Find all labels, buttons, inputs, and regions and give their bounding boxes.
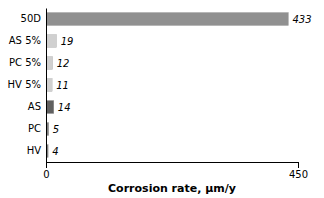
data-label: 19 xyxy=(61,36,74,47)
data-label: 12 xyxy=(57,58,70,69)
tick-label: 450 xyxy=(289,169,308,180)
tick-mark xyxy=(46,162,47,168)
tick: AS 5% xyxy=(9,35,41,46)
data-label: 5 xyxy=(53,124,59,135)
tick: HV xyxy=(27,145,42,156)
bar xyxy=(46,56,53,69)
tick: 50D xyxy=(21,13,42,24)
bar xyxy=(46,100,54,113)
category-axis: 50D AS 5% PC 5% HV 5% AS PC HV xyxy=(8,9,47,163)
tick: AS xyxy=(28,101,41,112)
axis-line xyxy=(47,163,299,169)
tick-label: HV xyxy=(27,145,42,156)
data-label: 4 xyxy=(52,146,58,157)
tick-label: PC 5% xyxy=(9,57,41,68)
tick: HV 5% xyxy=(8,79,41,90)
data-labels: 433 19 12 11 14 5 4 xyxy=(52,14,311,157)
tick-label: HV 5% xyxy=(8,79,41,90)
tick-mark xyxy=(298,162,299,168)
plot: 433 19 12 11 14 5 4 0 450 50D AS 5% PC 5% HV 5% AS PC H… xyxy=(8,9,312,196)
data-label: 14 xyxy=(58,102,71,113)
tick-label: AS xyxy=(28,101,41,112)
tick-label: AS 5% xyxy=(9,35,41,46)
bar xyxy=(46,12,288,25)
tick: PC 5% xyxy=(9,57,41,68)
tick: 450 xyxy=(289,162,308,180)
bar xyxy=(46,34,57,47)
tick-label: 0 xyxy=(43,169,49,180)
chart-container: 433 19 12 11 14 5 4 0 450 50D AS 5% PC 5% HV 5% AS PC H… xyxy=(0,0,324,198)
tick-label: PC xyxy=(28,123,41,134)
value-axis: 0 450 xyxy=(43,162,308,180)
data-label: 433 xyxy=(292,14,311,25)
data-label: 11 xyxy=(56,80,69,91)
axis-line xyxy=(46,9,47,163)
tick: PC xyxy=(28,123,41,134)
tick: 0 xyxy=(43,162,49,180)
tick-label: 50D xyxy=(21,13,42,24)
chart: 433 19 12 11 14 5 4 0 450 50D AS 5% PC 5% HV 5% AS PC H… xyxy=(0,0,324,198)
bars xyxy=(46,12,288,157)
axis-title: Corrosion rate, μm/y xyxy=(108,182,236,195)
